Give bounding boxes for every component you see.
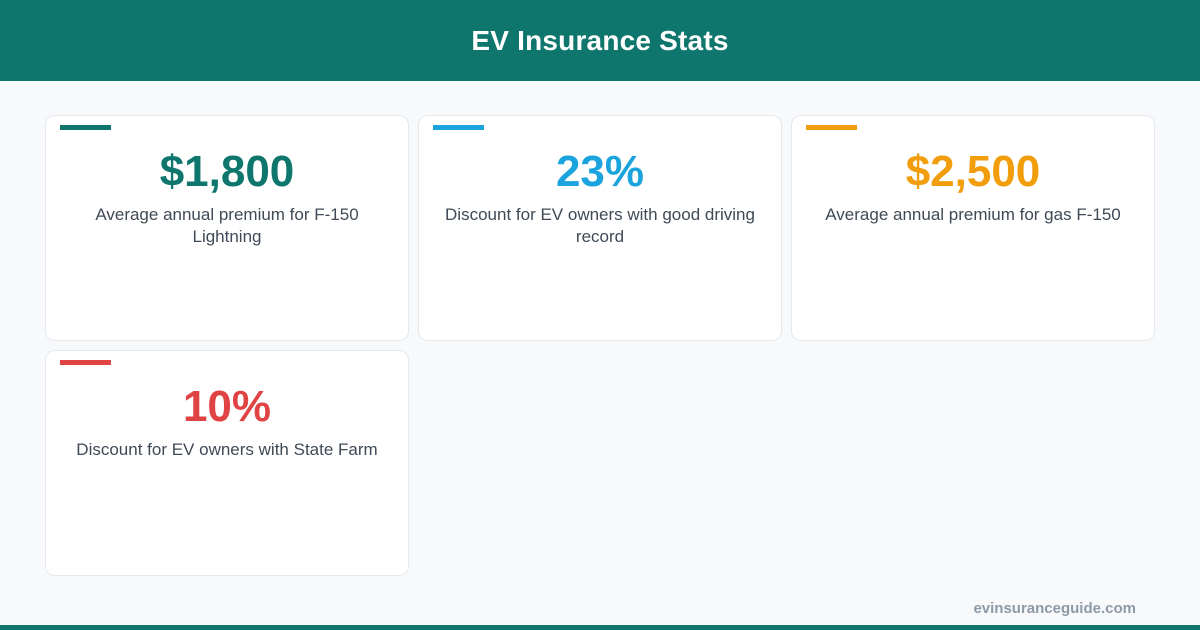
card-accent-bar bbox=[60, 360, 111, 365]
stat-value: 10% bbox=[182, 382, 272, 431]
stat-card-gas-f150-premium: $2,500 Average annual premium for gas F-… bbox=[791, 115, 1155, 341]
stat-value: $2,500 bbox=[905, 147, 1041, 196]
stat-card-good-driver-discount: 23% Discount for EV owners with good dri… bbox=[418, 115, 782, 341]
stat-value: $1,800 bbox=[159, 147, 295, 196]
stat-label: Average annual premium for gas F-150 bbox=[825, 205, 1121, 224]
stat-value: 23% bbox=[555, 147, 645, 196]
page-title: EV Insurance Stats bbox=[471, 24, 729, 56]
header-banner: EV Insurance Stats bbox=[0, 0, 1200, 81]
card-accent-bar bbox=[433, 125, 484, 130]
stat-card-state-farm-discount: 10% Discount for EV owners with State Fa… bbox=[45, 350, 409, 576]
stat-label: Discount for EV owners with State Farm bbox=[76, 440, 378, 459]
stat-card-f150-lightning-premium: $1,800 Average annual premium for F-150 … bbox=[45, 115, 409, 341]
site-url: evinsuranceguide.com bbox=[973, 600, 1136, 617]
stat-label: Average annual premium for F-150 Lightni… bbox=[95, 205, 359, 246]
card-accent-bar bbox=[806, 125, 857, 130]
stat-label: Discount for EV owners with good driving… bbox=[445, 205, 755, 246]
bottom-accent-bar bbox=[0, 625, 1200, 630]
card-accent-bar bbox=[60, 125, 111, 130]
